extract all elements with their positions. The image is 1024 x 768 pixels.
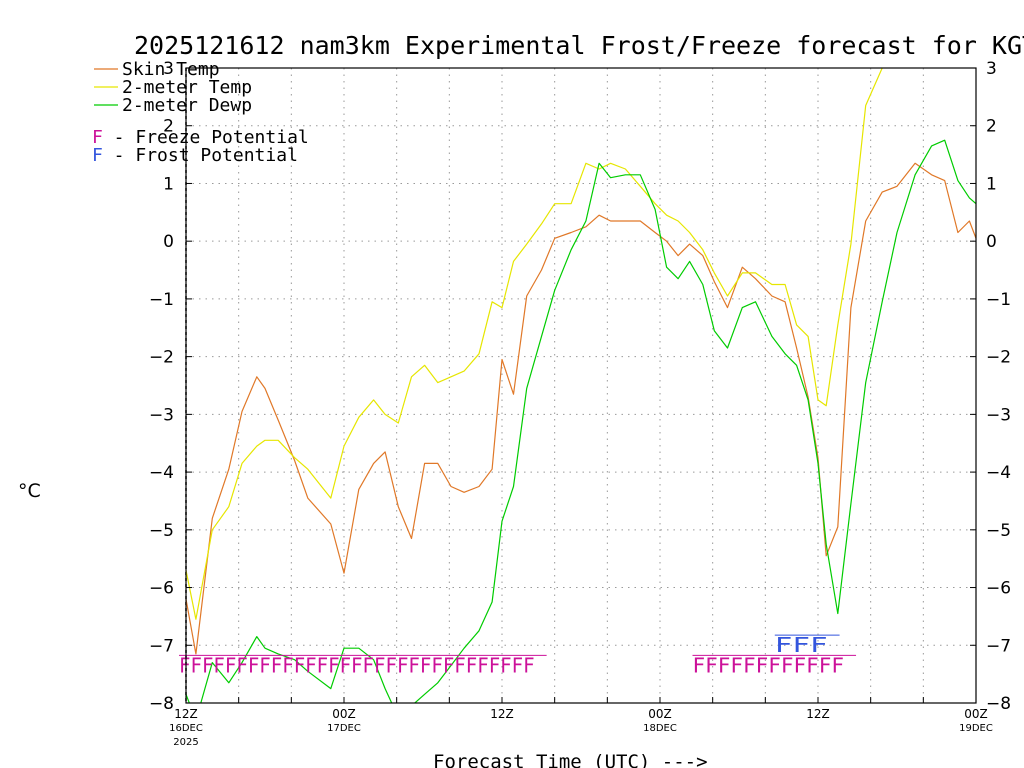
y-tick-label-left: −3: [149, 405, 174, 425]
y-tick-label-left: −6: [149, 579, 174, 599]
legend-potential-letter: F: [92, 127, 103, 148]
y-tick-label-left: −4: [149, 463, 174, 483]
x-tick-date: 17DEC: [327, 723, 361, 734]
grid: [185, 67, 976, 704]
y-tick-label-right: −3: [986, 405, 1011, 425]
chart-title: 2025121612 nam3km Experimental Frost/Fre…: [134, 31, 1024, 60]
series-line-skin-temp: [186, 162, 976, 655]
y-tick-label-left: 3: [163, 59, 174, 79]
series-line-2-meter-dewp: [186, 139, 976, 703]
y-tick-label-left: −2: [149, 348, 174, 368]
y-tick-label-right: 3: [986, 59, 997, 79]
series-lines: [186, 68, 976, 703]
legend-potential-entry: F - Frost Potential: [92, 145, 298, 166]
y-tick-label-right: 1: [986, 174, 997, 194]
x-tick-label: 12Z: [806, 707, 830, 721]
plot-frame: [185, 67, 977, 704]
y-tick-label-right: −4: [986, 463, 1011, 483]
series-line-2-meter-temp: [186, 68, 883, 620]
y-tick-label-right: −7: [986, 636, 1011, 656]
y-tick-label-right: −6: [986, 579, 1011, 599]
legend-potential-entry: F - Freeze Potential: [92, 127, 309, 148]
y-tick-label-left: 0: [163, 232, 174, 252]
freeze_potential-marks: FFFFFFFFFFFF: [693, 653, 845, 677]
y-axis-label: °C: [18, 480, 41, 502]
x-tick-date: 19DEC: [959, 723, 993, 734]
frost_potential-marks: FFF: [775, 633, 828, 657]
y-tick-label-right: −5: [986, 521, 1011, 541]
legend-label: 2-meter Dewp: [122, 95, 252, 116]
y-tick-label-left: −5: [149, 521, 174, 541]
y-tick-label-right: 2: [986, 117, 997, 137]
legend-potential-text: - Freeze Potential: [103, 127, 309, 148]
legend-potential-letter: F: [92, 145, 103, 166]
y-tick-label-right: −8: [986, 694, 1011, 714]
legend-potential-text: - Frost Potential: [103, 145, 298, 166]
y-tick-label-right: 0: [986, 232, 997, 252]
y-tick-label-right: −2: [986, 348, 1011, 368]
freeze_potential-marks: FFFFFFFFFFFFFFFFFFFFFFFFFFFFFFF: [179, 653, 535, 677]
x-axis-label: Forecast Time (UTC) --->: [433, 751, 708, 768]
legend-label: 2-meter Temp: [122, 77, 252, 98]
x-tick-date: 18DEC: [643, 723, 677, 734]
y-tick-label-right: −1: [986, 290, 1011, 310]
x-tick-label: 00Z: [964, 707, 988, 721]
x-tick-label: 12Z: [174, 707, 198, 721]
y-tick-label-left: −7: [149, 636, 174, 656]
x-tick-date: 16DEC: [169, 723, 203, 734]
x-tick-year: 2025: [173, 737, 198, 748]
y-tick-label-left: 2: [163, 117, 174, 137]
y-axis: −8 −8 −7 −7 −6 −6 −5 −5 −4 −4 −3 −3 −2 −2 −1 −1 0 0 1 1 2 2 3 3: [149, 59, 1011, 714]
x-tick-label: 12Z: [490, 707, 514, 721]
x-tick-label: 00Z: [648, 707, 672, 721]
potential-marks: FFFFFFFFFFFFFFFFFFFFFFFFFFFFFFF FFFFFFFFF…: [179, 633, 857, 677]
y-tick-label-left: −1: [149, 290, 174, 310]
legend-label: Skin Temp: [122, 59, 220, 80]
y-tick-label-left: −8: [149, 694, 174, 714]
x-axis: 12Z 16DEC 2025 00Z 17DEC 12Z 00Z 18DEC 12Z 00Z 19D…: [169, 697, 993, 748]
x-tick-label: 00Z: [332, 707, 356, 721]
y-tick-label-left: 1: [163, 174, 174, 194]
